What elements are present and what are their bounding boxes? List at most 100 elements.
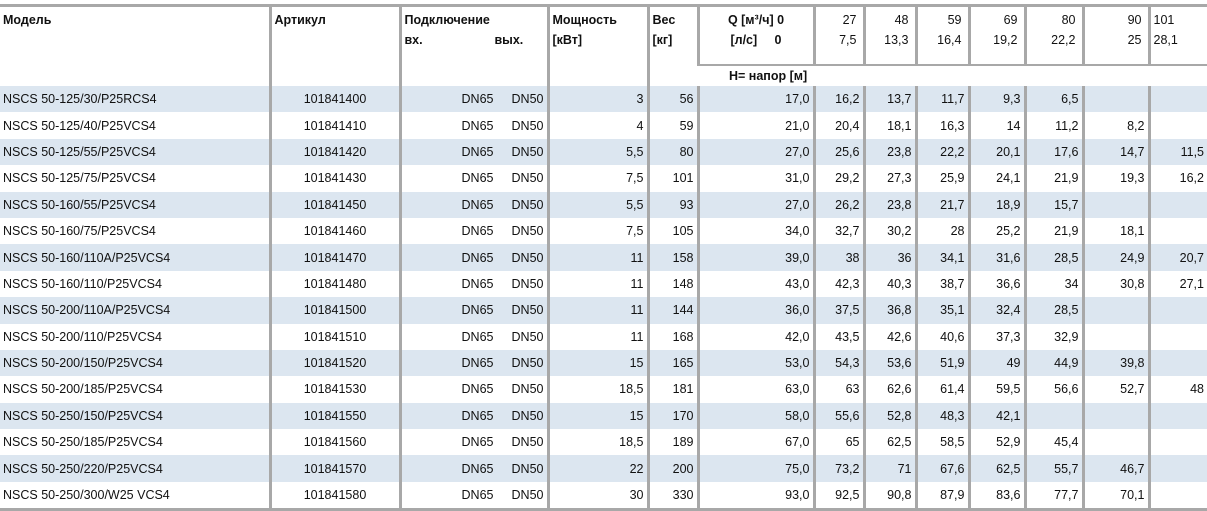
- cell-model: NSCS 50-125/55/P25VCS4: [0, 138, 270, 166]
- cell-conn-out: DN50: [511, 435, 544, 450]
- cell-head: 24,1: [967, 165, 1025, 192]
- table-row: NSCS 50-250/150/P25VCS4 101841550 DN65 DN…: [0, 402, 1207, 430]
- header-flow-point: 101 28,1: [1147, 4, 1207, 65]
- cell-power: 18,5: [546, 376, 648, 403]
- table-row: NSCS 50-125/30/P25RCS4 101841400 DN65 DN5…: [0, 86, 1207, 113]
- cell-head: 20,1: [967, 138, 1025, 166]
- cell-head: 17,0: [696, 86, 814, 113]
- header-value: 7,5: [839, 33, 857, 47]
- cell-head: 28,5: [1023, 244, 1083, 271]
- cell-article: 101841420: [268, 138, 400, 166]
- cell-connection: DN65 DN50: [398, 244, 548, 271]
- header-value: 59: [947, 13, 962, 27]
- header-connection: Подключение вх. вых.: [398, 4, 548, 86]
- cell-conn-in: DN65: [461, 92, 494, 107]
- cell-head: 15,7: [1023, 191, 1083, 218]
- cell-head: 58,0: [696, 402, 814, 430]
- cell-head: 53,0: [696, 349, 814, 377]
- cell-article: 101841400: [268, 86, 400, 113]
- cell-conn-in: DN65: [461, 224, 494, 239]
- cell-head: [1147, 323, 1207, 350]
- cell-conn-in: DN65: [461, 250, 494, 265]
- cell-connection: DN65 DN50: [398, 217, 548, 245]
- cell-conn-out: DN50: [511, 276, 544, 291]
- cell-weight: 80: [646, 138, 698, 166]
- cell-head: 16,2: [1147, 165, 1207, 192]
- cell-head: [1147, 112, 1207, 139]
- cell-connection: DN65 DN50: [398, 297, 548, 324]
- cell-head: 39,8: [1081, 349, 1149, 377]
- cell-head: 11,2: [1023, 112, 1083, 139]
- cell-head: 43,0: [696, 270, 814, 298]
- cell-head: 16,3: [914, 112, 969, 139]
- cell-model: NSCS 50-250/185/P25VCS4: [3, 435, 163, 450]
- cell-head: 32,4: [967, 297, 1025, 324]
- cell-head: 55,6: [812, 402, 864, 430]
- pump-spec-table: Модель Артикул Подключение вх. вых. Мощно…: [0, 4, 1207, 511]
- header-flow-point: 59 16,4: [914, 4, 969, 65]
- cell-head: 70,1: [1081, 481, 1149, 511]
- cell-power: 5,5: [546, 138, 648, 166]
- header-flow-point: 80 22,2: [1023, 4, 1083, 65]
- cell-power: 11: [546, 244, 648, 271]
- cell-connection: DN65 DN50: [398, 349, 548, 377]
- cell-article: 101841480: [268, 270, 400, 298]
- cell-head: 93,0: [696, 481, 814, 511]
- header-weight-title: Вес: [652, 13, 676, 27]
- cell-article: 101841470: [268, 244, 400, 271]
- cell-conn-out: DN50: [511, 461, 544, 476]
- cell-head: 21,7: [914, 191, 969, 218]
- cell-head: 40,3: [862, 270, 916, 298]
- cell-head: 87,9: [914, 481, 969, 511]
- cell-article: 101841580: [268, 481, 400, 511]
- cell-head: 49: [967, 349, 1025, 377]
- cell-head: [1147, 402, 1207, 430]
- cell-conn-out: DN50: [511, 144, 544, 159]
- cell-head: 17,6: [1023, 138, 1083, 166]
- cell-head: 65: [812, 429, 864, 456]
- header-connection-title: Подключение: [404, 13, 490, 27]
- cell-head: 13,7: [862, 86, 916, 113]
- cell-head: 34,1: [914, 244, 969, 271]
- cell-head: 27,0: [696, 138, 814, 166]
- cell-head: 63: [812, 376, 864, 403]
- cell-head: 46,7: [1081, 455, 1149, 482]
- header-flow-m3h: Q [м³/ч] 0: [727, 13, 785, 27]
- table-body: NSCS 50-125/30/P25RCS4 101841400 DN65 DN5…: [0, 86, 1207, 511]
- cell-power: 4: [546, 112, 648, 139]
- cell-model: NSCS 50-160/110/P25VCS4: [3, 276, 162, 291]
- header-flow-point: 48 13,3: [862, 4, 916, 65]
- header-flow-point: 69 19,2: [967, 4, 1025, 65]
- cell-article: 101841520: [268, 349, 400, 377]
- cell-conn-out: DN50: [511, 171, 544, 186]
- cell-weight: 181: [646, 376, 698, 403]
- cell-connection: DN65 DN50: [398, 429, 548, 456]
- cell-head: 20,4: [812, 112, 864, 139]
- cell-head: 18,1: [1081, 217, 1149, 245]
- cell-head: 90,8: [862, 481, 916, 511]
- cell-conn-in: DN65: [461, 171, 494, 186]
- cell-article: 101841460: [268, 217, 400, 245]
- cell-head: 62,5: [862, 429, 916, 456]
- cell-head: 55,7: [1023, 455, 1083, 482]
- cell-power: 15: [546, 402, 648, 430]
- cell-connection: DN65 DN50: [398, 323, 548, 350]
- cell-head: 77,7: [1023, 481, 1083, 511]
- cell-conn-out: DN50: [511, 488, 544, 503]
- cell-head: 67,6: [914, 455, 969, 482]
- cell-head: [1147, 455, 1207, 482]
- cell-connection: DN65 DN50: [398, 191, 548, 218]
- cell-head: 53,6: [862, 349, 916, 377]
- header-weight: Вес [кг]: [646, 4, 698, 86]
- cell-head: 48,3: [914, 402, 969, 430]
- cell-head: 31,0: [696, 165, 814, 192]
- cell-head: 20,7: [1147, 244, 1207, 271]
- cell-head: 51,9: [914, 349, 969, 377]
- header-conn-in: вх.: [404, 33, 423, 47]
- cell-head: 27,0: [696, 191, 814, 218]
- cell-head: 75,0: [696, 455, 814, 482]
- cell-head: [1081, 297, 1149, 324]
- cell-head: 45,4: [1023, 429, 1083, 456]
- cell-power: 22: [546, 455, 648, 482]
- cell-head: 43,5: [812, 323, 864, 350]
